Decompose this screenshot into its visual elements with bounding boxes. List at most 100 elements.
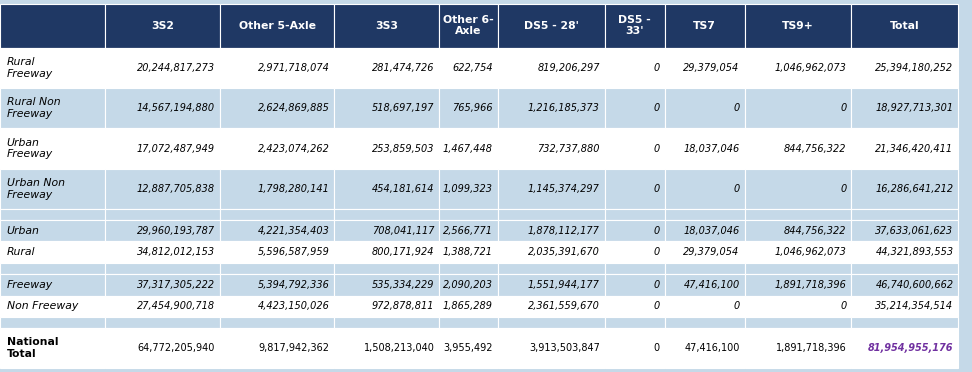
FancyBboxPatch shape	[334, 48, 439, 88]
FancyBboxPatch shape	[665, 241, 745, 263]
Text: 0: 0	[654, 280, 660, 290]
Text: 1,891,718,396: 1,891,718,396	[776, 343, 847, 353]
Text: 14,567,194,880: 14,567,194,880	[137, 103, 215, 113]
FancyBboxPatch shape	[105, 48, 220, 88]
Text: Other 5-Axle: Other 5-Axle	[238, 21, 316, 31]
Text: 0: 0	[654, 247, 660, 257]
FancyBboxPatch shape	[745, 4, 851, 48]
FancyBboxPatch shape	[439, 317, 498, 328]
FancyBboxPatch shape	[605, 88, 665, 128]
FancyBboxPatch shape	[0, 296, 105, 317]
Text: 1,046,962,073: 1,046,962,073	[775, 63, 847, 73]
Text: 1,865,289: 1,865,289	[443, 301, 493, 311]
FancyBboxPatch shape	[498, 88, 605, 128]
FancyBboxPatch shape	[0, 88, 105, 128]
Text: Freeway: Freeway	[7, 280, 52, 290]
Text: Rural Non
Freeway: Rural Non Freeway	[7, 97, 60, 119]
FancyBboxPatch shape	[439, 128, 498, 169]
Text: 0: 0	[734, 103, 740, 113]
FancyBboxPatch shape	[0, 169, 105, 209]
FancyBboxPatch shape	[439, 48, 498, 88]
Text: 0: 0	[654, 184, 660, 194]
FancyBboxPatch shape	[851, 328, 958, 368]
FancyBboxPatch shape	[334, 317, 439, 328]
Text: 518,697,197: 518,697,197	[372, 103, 434, 113]
FancyBboxPatch shape	[105, 4, 220, 48]
FancyBboxPatch shape	[439, 296, 498, 317]
FancyBboxPatch shape	[0, 220, 105, 241]
Text: 29,379,054: 29,379,054	[683, 247, 740, 257]
Text: 3S3: 3S3	[375, 21, 399, 31]
FancyBboxPatch shape	[745, 88, 851, 128]
FancyBboxPatch shape	[334, 296, 439, 317]
Text: 1,467,448: 1,467,448	[443, 144, 493, 154]
Text: 2,624,869,885: 2,624,869,885	[258, 103, 330, 113]
FancyBboxPatch shape	[851, 274, 958, 296]
FancyBboxPatch shape	[498, 296, 605, 317]
FancyBboxPatch shape	[439, 209, 498, 220]
FancyBboxPatch shape	[334, 263, 439, 274]
Text: TS7: TS7	[693, 21, 716, 31]
FancyBboxPatch shape	[665, 274, 745, 296]
Text: 35,214,354,514: 35,214,354,514	[876, 301, 954, 311]
FancyBboxPatch shape	[0, 241, 105, 263]
Text: Total: Total	[890, 21, 920, 31]
FancyBboxPatch shape	[851, 241, 958, 263]
Text: 281,474,726: 281,474,726	[372, 63, 434, 73]
Text: National
Total: National Total	[7, 337, 58, 359]
FancyBboxPatch shape	[851, 317, 958, 328]
FancyBboxPatch shape	[334, 209, 439, 220]
Text: Rural: Rural	[7, 247, 35, 257]
FancyBboxPatch shape	[851, 296, 958, 317]
Text: 16,286,641,212: 16,286,641,212	[876, 184, 954, 194]
FancyBboxPatch shape	[605, 274, 665, 296]
Text: 0: 0	[734, 184, 740, 194]
Text: 844,756,322: 844,756,322	[784, 144, 847, 154]
FancyBboxPatch shape	[105, 169, 220, 209]
FancyBboxPatch shape	[105, 88, 220, 128]
Text: 3,955,492: 3,955,492	[443, 343, 493, 353]
FancyBboxPatch shape	[745, 48, 851, 88]
Text: Other 6-
Axle: Other 6- Axle	[443, 15, 494, 36]
Text: 1,878,112,177: 1,878,112,177	[528, 225, 600, 235]
Text: 1,046,962,073: 1,046,962,073	[775, 247, 847, 257]
Text: 5,596,587,959: 5,596,587,959	[258, 247, 330, 257]
FancyBboxPatch shape	[745, 317, 851, 328]
FancyBboxPatch shape	[605, 4, 665, 48]
FancyBboxPatch shape	[745, 169, 851, 209]
FancyBboxPatch shape	[334, 241, 439, 263]
FancyBboxPatch shape	[0, 328, 105, 368]
FancyBboxPatch shape	[498, 274, 605, 296]
FancyBboxPatch shape	[851, 88, 958, 128]
FancyBboxPatch shape	[745, 241, 851, 263]
FancyBboxPatch shape	[105, 317, 220, 328]
Text: 0: 0	[654, 225, 660, 235]
Text: 2,361,559,670: 2,361,559,670	[528, 301, 600, 311]
FancyBboxPatch shape	[220, 263, 334, 274]
FancyBboxPatch shape	[439, 274, 498, 296]
FancyBboxPatch shape	[105, 274, 220, 296]
FancyBboxPatch shape	[498, 263, 605, 274]
FancyBboxPatch shape	[605, 48, 665, 88]
FancyBboxPatch shape	[439, 220, 498, 241]
Text: 0: 0	[841, 103, 847, 113]
Text: Non Freeway: Non Freeway	[7, 301, 78, 311]
Text: 27,454,900,718: 27,454,900,718	[137, 301, 215, 311]
FancyBboxPatch shape	[745, 296, 851, 317]
Text: 29,960,193,787: 29,960,193,787	[137, 225, 215, 235]
Text: 1,099,323: 1,099,323	[443, 184, 493, 194]
FancyBboxPatch shape	[605, 296, 665, 317]
FancyBboxPatch shape	[665, 220, 745, 241]
FancyBboxPatch shape	[498, 169, 605, 209]
FancyBboxPatch shape	[0, 317, 105, 328]
FancyBboxPatch shape	[665, 128, 745, 169]
Text: 12,887,705,838: 12,887,705,838	[137, 184, 215, 194]
FancyBboxPatch shape	[851, 263, 958, 274]
Text: Urban Non
Freeway: Urban Non Freeway	[7, 178, 65, 200]
Text: 765,966: 765,966	[452, 103, 493, 113]
FancyBboxPatch shape	[220, 241, 334, 263]
FancyBboxPatch shape	[665, 48, 745, 88]
Text: 0: 0	[654, 343, 660, 353]
Text: 18,927,713,301: 18,927,713,301	[876, 103, 954, 113]
Text: 20,244,817,273: 20,244,817,273	[137, 63, 215, 73]
